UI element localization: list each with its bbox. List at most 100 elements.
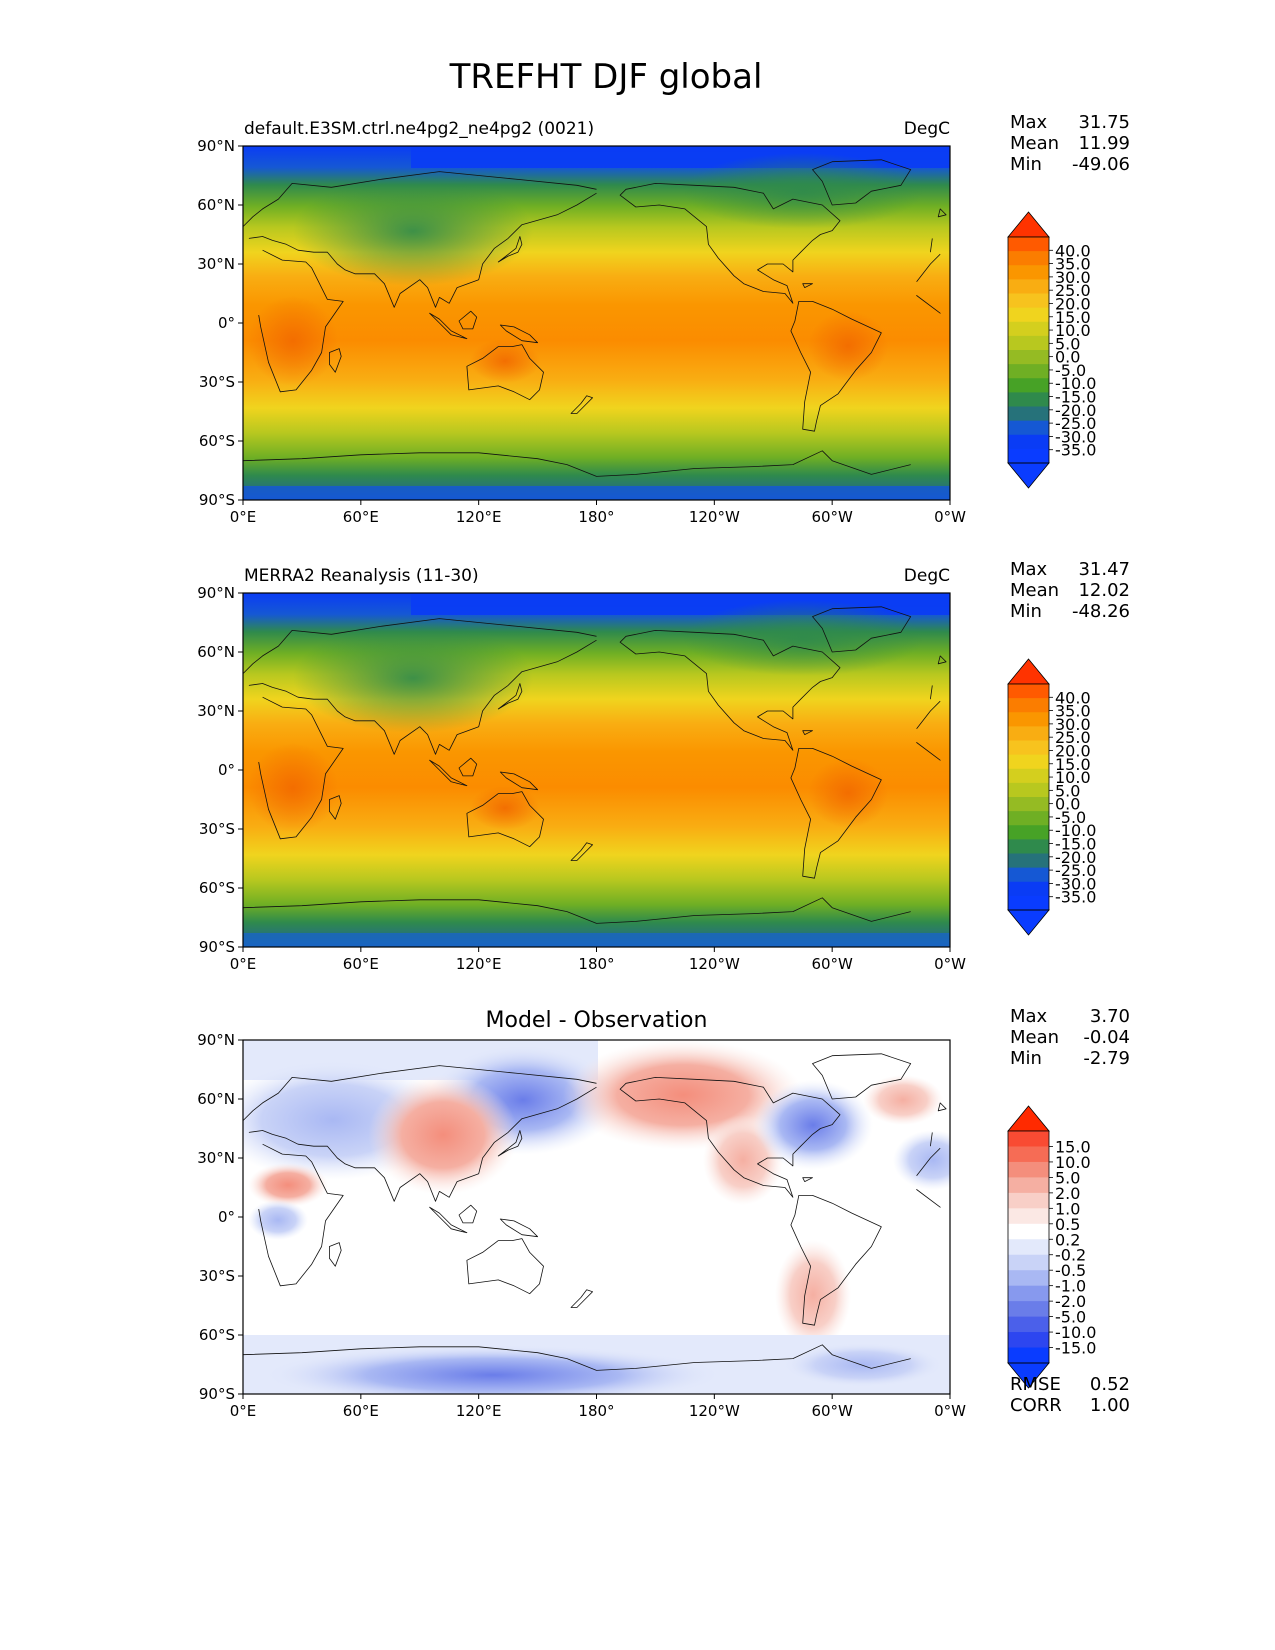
stat-label: Max — [1010, 112, 1048, 133]
colorbar-segment — [1008, 782, 1049, 798]
panel-3: Model - Observation 90°N 60°N 30°N 0° 30°S 60°… — [197, 1006, 1130, 1420]
metric-value: 0.52 — [1090, 1374, 1130, 1395]
colorbar-segment — [1008, 867, 1049, 883]
colorbar-segment — [1008, 1223, 1049, 1240]
coastline — [466, 344, 544, 401]
colorbar-segment — [1008, 448, 1049, 464]
coastline — [466, 791, 544, 848]
colorbar-tick-label: 2.0 — [1055, 1184, 1080, 1203]
colorbar-segment — [1008, 321, 1049, 337]
colorbar-tick-label: -20.0 — [1055, 401, 1096, 420]
stat-label: Max — [1010, 559, 1048, 580]
coastline — [242, 897, 911, 924]
colorbar-tick-label: 30.0 — [1055, 715, 1091, 734]
colorbar-frame — [1007, 1130, 1050, 1364]
lon-tick-label: 60°E — [343, 508, 379, 526]
coastline — [258, 249, 941, 393]
coastline — [458, 310, 478, 330]
colorbar-segment — [1008, 1301, 1049, 1318]
colorbar-tick-label: 25.0 — [1055, 728, 1091, 747]
coastline — [937, 208, 947, 218]
coastline — [790, 748, 882, 879]
colorbar-tick-label: 10.0 — [1055, 1153, 1091, 1172]
coastline — [329, 348, 342, 373]
colorbar-tick-label: 10.0 — [1055, 768, 1091, 787]
coastline — [802, 283, 813, 288]
colorbar-extend-max — [1007, 211, 1050, 238]
temperature-field — [243, 146, 950, 500]
colorbar-segment — [1008, 740, 1049, 756]
coastline — [497, 236, 523, 263]
colorbar-segment — [1008, 251, 1049, 266]
colorbar-tick-label: -15.0 — [1055, 835, 1096, 854]
lon-tick-label: 0°W — [934, 1402, 966, 1420]
panel-1: default.E3SM.ctrl.ne4pg2_ne4pg2 (0021) De… — [197, 112, 1130, 526]
stat-value: 31.47 — [1078, 559, 1130, 580]
stat-value: -48.26 — [1072, 601, 1130, 622]
colorbar-segment — [1008, 392, 1049, 407]
lon-tick-label: 120°E — [456, 955, 502, 973]
stat-label: Max — [1010, 1006, 1048, 1027]
coastline — [802, 1177, 813, 1182]
coastline — [619, 183, 841, 304]
colorbar-segment — [1008, 1347, 1049, 1364]
lat-tick-label: 60°S — [199, 1326, 235, 1344]
colorbar-segment — [1008, 1239, 1049, 1256]
colorbar-tick-label: -35.0 — [1055, 888, 1096, 907]
coastline — [258, 696, 941, 840]
colorbar-segment — [1008, 1161, 1049, 1178]
lon-tick-label: 60°W — [811, 508, 853, 526]
lon-tick-label: 120°E — [456, 508, 502, 526]
colorbar-segment — [1008, 293, 1049, 309]
stat-value: 3.70 — [1090, 1006, 1130, 1027]
colorbar-tick-label: 30.0 — [1055, 268, 1091, 287]
colorbar-segment — [1008, 726, 1049, 741]
panel-title-left: default.E3SM.ctrl.ne4pg2_ne4pg2 (0021) — [244, 119, 594, 139]
lon-tick-label: 120°W — [689, 955, 740, 973]
colorbar-tick-label: 1.0 — [1055, 1199, 1080, 1218]
lon-tick-label: 60°W — [811, 1402, 853, 1420]
colorbar-segment — [1008, 378, 1049, 393]
stat-label: Min — [1010, 601, 1042, 622]
lon-tick-label: 180° — [578, 1402, 614, 1420]
colorbar-segment — [1008, 406, 1049, 422]
lat-tick-label: 30°S — [199, 373, 235, 391]
lat-tick-label: 30°N — [197, 1149, 235, 1167]
colorbar-segment — [1008, 1332, 1049, 1349]
coastline — [242, 171, 933, 253]
lat-tick-label: 60°N — [197, 1090, 235, 1108]
lon-tick-label: 60°E — [343, 1402, 379, 1420]
colorbar-segment — [1008, 698, 1049, 713]
colorbar-segment — [1008, 684, 1049, 699]
figure-title: TREFHT DJF global — [449, 57, 763, 97]
colorbar-tick-label: 0.5 — [1055, 1215, 1080, 1234]
coastline — [937, 1102, 947, 1112]
lat-tick-label: 30°S — [199, 820, 235, 838]
colorbar-segment — [1008, 420, 1049, 436]
coastline — [458, 757, 478, 777]
colorbar-tick-label: 10.0 — [1055, 321, 1091, 340]
coastline — [812, 159, 912, 206]
stat-value: -0.04 — [1083, 1027, 1130, 1048]
colorbar-tick-label: -10.0 — [1055, 374, 1096, 393]
colorbar-tick-label: 15.0 — [1055, 755, 1091, 774]
metric-label: CORR — [1010, 1395, 1062, 1416]
coastline — [790, 301, 882, 432]
colorbar-segment — [1008, 1316, 1049, 1333]
stat-value: 11.99 — [1078, 133, 1130, 154]
lat-tick-label: 90°N — [197, 137, 235, 155]
coastline — [242, 1065, 933, 1147]
colorbar-tick-label: -25.0 — [1055, 414, 1096, 433]
panel-2: MERRA2 Reanalysis (11-30) DegC 90°N 60°N 30°… — [197, 559, 1130, 973]
colorbar-tick-label: -30.0 — [1055, 427, 1096, 446]
coastline — [570, 1289, 593, 1308]
colorbar-segment — [1008, 1146, 1049, 1163]
colorbar-tick-label: -0.5 — [1055, 1261, 1086, 1280]
lat-tick-label: 0° — [218, 761, 235, 779]
panel-title-left: MERRA2 Reanalysis (11-30) — [244, 566, 479, 586]
lon-tick-label: 0°E — [230, 1402, 257, 1420]
lat-tick-label: 30°N — [197, 255, 235, 273]
stat-label: Mean — [1010, 1027, 1059, 1048]
lat-tick-label: 60°S — [199, 432, 235, 450]
